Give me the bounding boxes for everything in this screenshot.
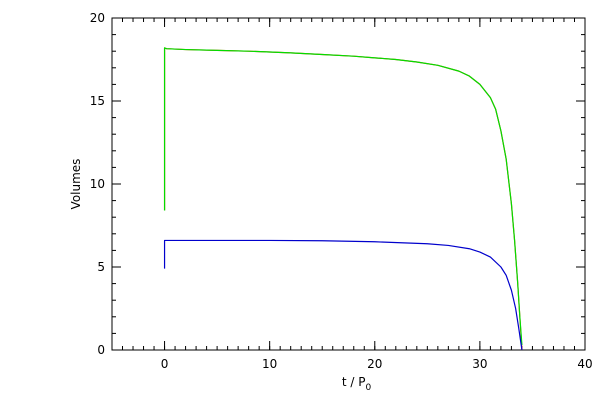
y-tick-label: 0	[97, 343, 105, 357]
series-line-2	[163, 47, 523, 346]
series-line-1	[163, 47, 523, 351]
x-tick-label: 20	[367, 357, 382, 371]
x-axis-label-main: t / P	[342, 375, 366, 389]
x-tick-label: 30	[472, 357, 487, 371]
axis-ticks	[111, 17, 586, 351]
x-axis-label: t / P0	[342, 375, 372, 393]
series-line-3	[163, 239, 523, 351]
x-tick-label: 40	[577, 357, 592, 371]
y-tick-label: 15	[90, 94, 105, 108]
y-tick-label: 10	[90, 177, 105, 191]
x-axis-label-subscript: 0	[365, 383, 371, 393]
y-tick-label: 20	[90, 11, 105, 25]
series-group	[163, 47, 523, 351]
x-tick-label: 10	[262, 357, 277, 371]
tick-labels: 0 10 20 30 40 0 5 10 15 20	[90, 11, 593, 371]
y-axis-label: Volumes	[69, 159, 83, 210]
y-tick-label: 5	[97, 260, 105, 274]
x-tick-label: 0	[161, 357, 169, 371]
